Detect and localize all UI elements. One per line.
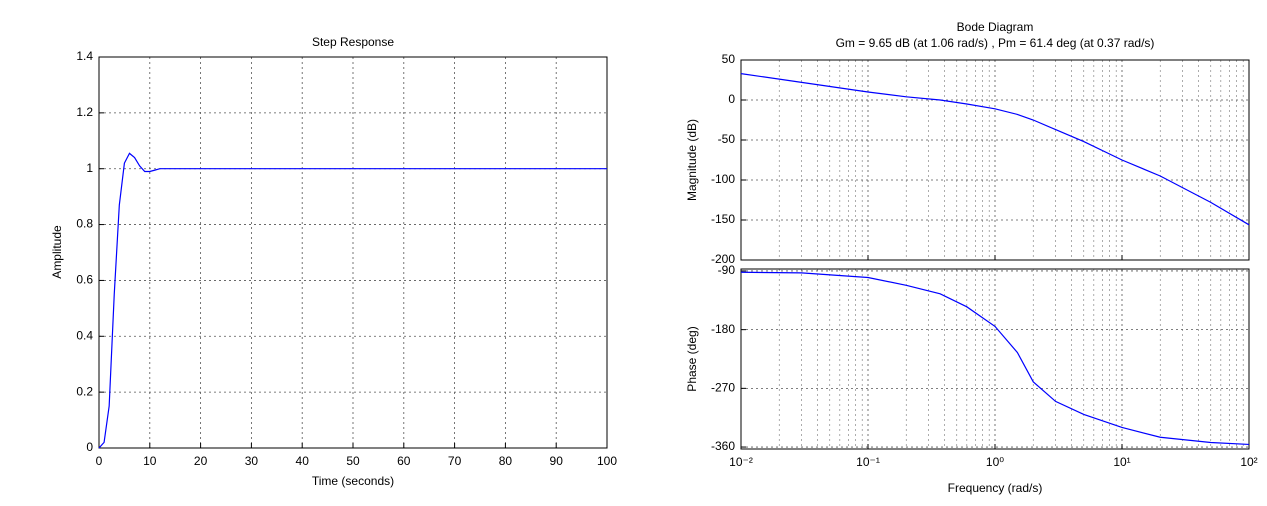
x-tick-label: 20 <box>194 454 208 468</box>
chart-title: Step Response <box>312 35 394 49</box>
x-tick-label: 100 <box>597 454 617 468</box>
y-tick-label: -360 <box>711 439 735 453</box>
y-tick-label: -270 <box>711 381 735 395</box>
y-axis-label: Amplitude <box>50 225 64 279</box>
x-tick-label: 80 <box>499 454 513 468</box>
y-tick-label: 0.4 <box>76 328 93 342</box>
x-axis-label: Frequency (rad/s) <box>948 481 1043 495</box>
x-axis-label: Time (seconds) <box>312 474 394 488</box>
y-tick-label: 0.6 <box>76 273 93 287</box>
x-tick-label: 10¹ <box>1113 455 1130 469</box>
data-line <box>740 73 1250 226</box>
x-tick-label: 10⁻¹ <box>856 455 880 469</box>
x-tick-label: 10⁰ <box>986 455 1004 469</box>
y-tick-label: 0.2 <box>76 384 93 398</box>
x-tick-label: 0 <box>96 454 103 468</box>
y-tick-label: 0 <box>86 440 93 454</box>
chart-subtitle: Gm = 9.65 dB (at 1.06 rad/s) , Pm = 61.4… <box>836 36 1155 50</box>
y-tick-label: -90 <box>718 263 736 277</box>
x-tick-label: 30 <box>245 454 259 468</box>
y-tick-label: -150 <box>711 212 735 226</box>
x-tick-label: 10² <box>1240 455 1257 469</box>
x-tick-label: 50 <box>346 454 360 468</box>
data-line <box>98 152 607 449</box>
y-tick-label: -180 <box>711 322 735 336</box>
x-tick-label: 60 <box>397 454 411 468</box>
x-tick-label: 10⁻² <box>729 455 753 469</box>
y-tick-label: -50 <box>718 132 736 146</box>
x-tick-label: 70 <box>448 454 462 468</box>
y-tick-label: 1.2 <box>76 105 93 119</box>
y-tick-label: 1.4 <box>76 49 93 63</box>
y-axis-label: Phase (deg) <box>685 326 699 391</box>
x-tick-label: 10 <box>143 454 157 468</box>
axes-box <box>740 268 1250 450</box>
axes-box <box>740 59 1250 261</box>
x-tick-label: 90 <box>550 454 564 468</box>
y-tick-label: 0.8 <box>76 217 93 231</box>
y-tick-label: 1 <box>86 161 93 175</box>
y-tick-label: 0 <box>728 92 735 106</box>
y-axis-label: Magnitude (dB) <box>685 119 699 201</box>
x-tick-label: 40 <box>296 454 310 468</box>
y-tick-label: 50 <box>722 52 736 66</box>
chart-title: Bode Diagram <box>957 20 1034 34</box>
y-tick-label: -200 <box>711 252 735 266</box>
axes-box <box>98 56 608 449</box>
data-line <box>740 271 1250 446</box>
y-tick-label: -100 <box>711 172 735 186</box>
